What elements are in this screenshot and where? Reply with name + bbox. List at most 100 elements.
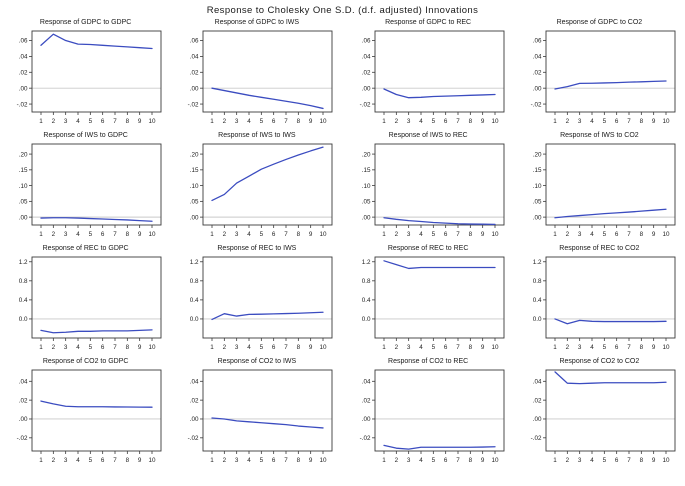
svg-text:.20: .20 <box>19 151 28 158</box>
svg-text:6: 6 <box>615 457 619 464</box>
svg-text:7: 7 <box>456 344 460 351</box>
svg-text:8: 8 <box>639 457 643 464</box>
svg-text:7: 7 <box>113 457 117 464</box>
svg-text:0.4: 0.4 <box>19 297 28 304</box>
svg-text:2: 2 <box>394 118 398 125</box>
svg-text:3: 3 <box>235 118 239 125</box>
svg-text:1.2: 1.2 <box>190 259 199 266</box>
svg-text:6: 6 <box>272 118 276 125</box>
svg-text:7: 7 <box>285 344 289 351</box>
svg-text:.00: .00 <box>533 214 542 221</box>
svg-text:1: 1 <box>553 457 557 464</box>
svg-text:.05: .05 <box>190 199 199 206</box>
svg-text:5: 5 <box>602 457 606 464</box>
svg-text:7: 7 <box>627 231 631 238</box>
svg-text:.02: .02 <box>533 69 542 76</box>
irf-panel: Response of IWS to CO2 .20 .15 .10 .05 .00 1 2… <box>520 132 679 242</box>
svg-text:1: 1 <box>553 118 557 125</box>
svg-text:3: 3 <box>64 231 68 238</box>
irf-panel: Response of GDPC to REC .06 .04 .02 .00 -.02… <box>349 19 508 129</box>
svg-text:5: 5 <box>89 344 93 351</box>
svg-text:3: 3 <box>578 231 582 238</box>
svg-text:-.02: -.02 <box>531 435 542 442</box>
irf-plot: .06 .04 .02 .00 -.02 1 2 3 4 5 6 7 8 9 10 <box>188 30 333 125</box>
svg-text:10: 10 <box>662 118 670 125</box>
svg-text:10: 10 <box>662 344 670 351</box>
irf-plot: .20 .15 .10 .05 .00 1 2 3 4 5 6 7 8 9 10 <box>361 143 505 238</box>
svg-text:.20: .20 <box>361 151 370 158</box>
svg-text:7: 7 <box>456 231 460 238</box>
svg-text:5: 5 <box>602 231 606 238</box>
svg-text:.06: .06 <box>190 38 199 45</box>
svg-text:.02: .02 <box>361 397 370 404</box>
svg-text:8: 8 <box>126 231 130 238</box>
svg-text:3: 3 <box>407 457 411 464</box>
svg-text:6: 6 <box>444 344 448 351</box>
svg-text:3: 3 <box>64 457 68 464</box>
svg-text:0.0: 0.0 <box>190 316 199 323</box>
svg-text:7: 7 <box>627 457 631 464</box>
svg-text:4: 4 <box>590 118 594 125</box>
svg-text:4: 4 <box>419 231 423 238</box>
irf-panel-grid: Response of GDPC to GDPC .06 .04 .02 .00 -.0… <box>6 19 679 468</box>
svg-text:5: 5 <box>431 231 435 238</box>
svg-text:1: 1 <box>39 344 43 351</box>
svg-text:.05: .05 <box>361 199 370 206</box>
svg-text:.04: .04 <box>19 54 28 61</box>
svg-text:9: 9 <box>481 344 485 351</box>
svg-text:3: 3 <box>407 231 411 238</box>
svg-text:.02: .02 <box>533 397 542 404</box>
irf-panel: Response of IWS to IWS .20 .15 .10 .05 .00 1 2… <box>177 132 336 242</box>
svg-text:6: 6 <box>272 231 276 238</box>
svg-text:.05: .05 <box>533 199 542 206</box>
svg-text:.02: .02 <box>190 397 199 404</box>
svg-text:9: 9 <box>652 457 656 464</box>
svg-text:1: 1 <box>39 118 43 125</box>
svg-text:.00: .00 <box>533 85 542 92</box>
svg-text:-.02: -.02 <box>359 101 370 108</box>
irf-panel: Response of REC to GDPC 1.2 0.8 0.4 0.0 1 2 3 4… <box>6 245 165 355</box>
svg-text:8: 8 <box>126 344 130 351</box>
svg-text:8: 8 <box>297 344 301 351</box>
svg-text:8: 8 <box>468 344 472 351</box>
irf-panel: Response of GDPC to GDPC .06 .04 .02 .00 -.0… <box>6 19 165 129</box>
irf-plot: .04 .02 .00 -.02 1 2 3 4 5 6 7 8 9 10 <box>359 369 505 464</box>
svg-text:.00: .00 <box>19 416 28 423</box>
svg-text:0.0: 0.0 <box>533 316 542 323</box>
svg-text:5: 5 <box>431 457 435 464</box>
svg-text:8: 8 <box>297 231 301 238</box>
irf-panel: Response of GDPC to CO2 .06 .04 .02 .00 -.02… <box>520 19 679 129</box>
svg-text:2: 2 <box>52 457 56 464</box>
svg-text:8: 8 <box>126 118 130 125</box>
svg-text:.04: .04 <box>361 54 370 61</box>
svg-text:8: 8 <box>468 457 472 464</box>
svg-text:5: 5 <box>89 457 93 464</box>
irf-panel: Response of GDPC to IWS .06 .04 .02 .00 -.02… <box>177 19 336 129</box>
svg-text:6: 6 <box>272 457 276 464</box>
irf-plot: .20 .15 .10 .05 .00 1 2 3 4 5 6 7 8 9 10 <box>19 143 162 238</box>
irf-plot: 1.2 0.8 0.4 0.0 1 2 3 4 5 6 7 8 9 10 <box>533 256 676 351</box>
svg-text:9: 9 <box>652 231 656 238</box>
svg-text:6: 6 <box>444 231 448 238</box>
svg-text:6: 6 <box>444 118 448 125</box>
svg-text:7: 7 <box>627 344 631 351</box>
svg-text:8: 8 <box>639 231 643 238</box>
svg-text:9: 9 <box>481 457 485 464</box>
svg-text:8: 8 <box>468 231 472 238</box>
svg-text:.00: .00 <box>190 416 199 423</box>
svg-text:9: 9 <box>138 118 142 125</box>
panel-title: Response of REC to GDPC <box>42 245 129 252</box>
svg-text:4: 4 <box>590 231 594 238</box>
svg-text:3: 3 <box>235 231 239 238</box>
svg-text:6: 6 <box>615 231 619 238</box>
svg-text:.04: .04 <box>361 379 370 386</box>
svg-text:6: 6 <box>615 344 619 351</box>
irf-panel: Response of CO2 to GDPC .04 .02 .00 -.02 1 2 3… <box>6 358 165 468</box>
svg-text:1.2: 1.2 <box>533 259 542 266</box>
panel-title: Response of REC to REC <box>387 245 469 252</box>
svg-text:6: 6 <box>101 118 105 125</box>
irf-plot: .04 .02 .00 -.02 1 2 3 4 5 6 7 8 9 10 <box>531 369 676 464</box>
svg-text:7: 7 <box>285 118 289 125</box>
svg-text:10: 10 <box>662 457 670 464</box>
svg-text:4: 4 <box>76 231 80 238</box>
